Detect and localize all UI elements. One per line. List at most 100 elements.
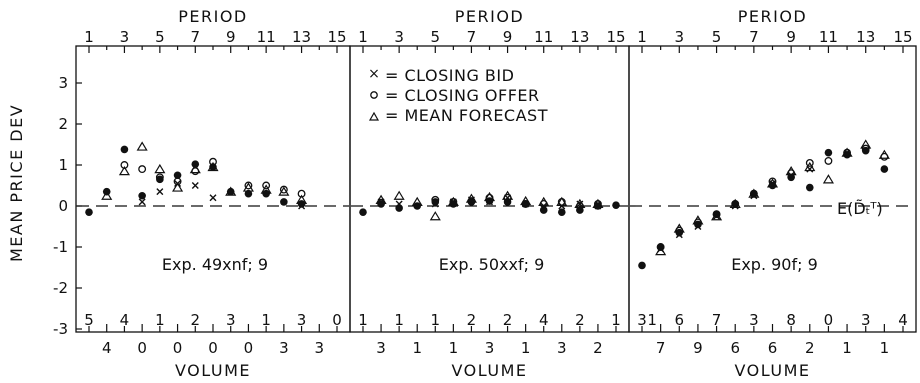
panel3-mean-forecast-point bbox=[711, 211, 723, 221]
panel3-period-tick-label: 7 bbox=[749, 28, 759, 46]
panel1-volume-outer-label: 0 bbox=[137, 339, 147, 357]
panel3-closing-offer-point bbox=[712, 210, 721, 219]
panel2-period-tick-label: 7 bbox=[467, 28, 477, 46]
panel2-volume-inner-label: 2 bbox=[503, 311, 513, 329]
panel3-period-tick-label: 11 bbox=[819, 28, 838, 46]
panel1-mean-forecast-point bbox=[154, 163, 166, 174]
panel3-mean-forecast-point bbox=[655, 245, 667, 256]
panel2-period-tick-label: 1 bbox=[358, 28, 368, 46]
panel1-closing-bid-point bbox=[191, 182, 199, 189]
panel2-closing-bid-point bbox=[395, 200, 403, 208]
panel3-price-dot bbox=[861, 146, 870, 155]
panel3-closing-offer-point bbox=[768, 177, 777, 186]
panel1-volume-inner-label: 4 bbox=[120, 311, 130, 329]
panel2-mean-forecast-point bbox=[411, 196, 423, 206]
panel2-closing-offer-point bbox=[521, 199, 530, 208]
panel1-y-tick-label: -3 bbox=[53, 320, 68, 338]
panel3-volume-outer-label: 9 bbox=[693, 339, 703, 357]
panel1-mean-forecast-point bbox=[225, 186, 237, 196]
panel3-price-dot bbox=[805, 183, 814, 192]
panel3-closing-bid-point bbox=[713, 212, 721, 220]
panel3-closing-offer-point bbox=[805, 158, 814, 167]
panel2-experiment-title: Exp. 50xxf; 9 bbox=[439, 255, 545, 274]
panel3-mean-forecast-point bbox=[822, 174, 834, 184]
panel2-volume-inner-label: 1 bbox=[611, 311, 621, 329]
panel1-volume-axis-label: VOLUME bbox=[175, 361, 251, 380]
panel3-volume-outer-label: 2 bbox=[805, 339, 815, 357]
panel1-volume-outer-label: 3 bbox=[279, 339, 289, 357]
panel2-price-dot bbox=[612, 201, 620, 209]
panel1-period-tick-label: 7 bbox=[191, 28, 201, 46]
y-axis-label: MEAN PRICE DEV bbox=[7, 104, 26, 262]
panel1-mean-forecast-point bbox=[296, 194, 308, 204]
panel1-volume-outer-label: 0 bbox=[173, 339, 183, 357]
panel3-price-dot bbox=[880, 165, 889, 173]
panel1-closing-offer-point bbox=[244, 181, 253, 190]
panel2-period-tick-label: 5 bbox=[431, 28, 441, 46]
panel1-volume-inner-label: 0 bbox=[332, 311, 342, 329]
panel3-mean-forecast-point bbox=[804, 161, 816, 172]
panel2-volume-outer-label: 2 bbox=[593, 339, 603, 357]
panel1-y-tick-label: 3 bbox=[58, 74, 68, 92]
panel1-period-tick-label: 5 bbox=[155, 28, 165, 46]
panel3-mean-forecast-point bbox=[785, 165, 797, 176]
panel1-period-tick-label: 3 bbox=[120, 28, 130, 46]
panel2-mean-forecast-point bbox=[447, 196, 459, 206]
panel3-mean-forecast-point bbox=[878, 149, 890, 159]
panel2-closing-offer-point bbox=[377, 198, 386, 207]
panel1-mean-forecast-point bbox=[278, 186, 290, 196]
panel2-mean-forecast-point bbox=[502, 190, 514, 200]
legend: × = CLOSING BID = CLOSING OFFER = MEAN F… bbox=[368, 66, 547, 125]
panel1-mean-forecast-point bbox=[260, 184, 272, 194]
panel3-period-tick-label: 9 bbox=[786, 28, 796, 46]
panel3-volume-outer-label: 1 bbox=[880, 339, 890, 357]
panel1-volume-inner-label: 5 bbox=[84, 311, 94, 329]
panel3-closing-offer-point bbox=[824, 156, 833, 165]
panel3-period-tick-label: 3 bbox=[675, 28, 685, 46]
panel2-price-dot bbox=[431, 198, 440, 206]
panel1-period-tick-label: 15 bbox=[327, 28, 346, 46]
panel2-volume-inner-label: 1 bbox=[358, 311, 368, 329]
panel1-price-dot bbox=[280, 198, 288, 206]
panel2-period-tick-label: 15 bbox=[606, 28, 625, 46]
panel2-mean-forecast-point bbox=[538, 196, 550, 206]
panel2-volume-outer-label: 3 bbox=[557, 339, 567, 357]
panel2-volume-inner-label: 2 bbox=[575, 311, 585, 329]
panel1-period-label: PERIOD bbox=[178, 7, 248, 26]
panel1-closing-bid-point bbox=[298, 202, 306, 210]
panel1-price-dot bbox=[85, 208, 93, 216]
panel2-mean-forecast-point bbox=[592, 198, 604, 209]
panel3-volume-inner-label: 6 bbox=[675, 311, 685, 329]
panel1-volume-outer-label: 0 bbox=[244, 339, 254, 357]
panel2-period-tick-label: 9 bbox=[503, 28, 513, 46]
panel3-volume-inner-label: 7 bbox=[712, 311, 722, 329]
panel2-volume-inner-label: 2 bbox=[467, 311, 477, 329]
panel1-volume-inner-label: 1 bbox=[261, 311, 271, 329]
panel3-mean-forecast-point bbox=[692, 215, 704, 225]
panel1-y-tick-label: 2 bbox=[58, 115, 68, 133]
panel1-mean-forecast-point bbox=[207, 161, 219, 172]
panel1-price-dot bbox=[244, 189, 253, 198]
panel1-volume-outer-label: 0 bbox=[208, 339, 218, 357]
panel1-volume-outer-label: 4 bbox=[102, 339, 112, 357]
panel3-mean-forecast-point bbox=[860, 139, 872, 149]
panel2-price-dot bbox=[395, 204, 403, 212]
panel1-price-dot bbox=[173, 171, 182, 180]
panel2-price-dot bbox=[557, 208, 566, 216]
panel1-mean-forecast-point bbox=[242, 182, 254, 192]
legend-closing-bid-label: = CLOSING BID bbox=[385, 66, 514, 85]
panel2-closing-bid-point bbox=[576, 200, 584, 208]
panel3-volume-inner-label: 3 bbox=[637, 311, 647, 329]
panel1-frame bbox=[75, 45, 351, 333]
panel1-period-tick-label: 9 bbox=[226, 28, 236, 46]
panel1-closing-offer-point bbox=[155, 173, 164, 182]
panel1-y-tick-label: -2 bbox=[53, 279, 68, 297]
panel2-period-label: PERIOD bbox=[455, 7, 525, 26]
panel1-experiment-title: Exp. 49xnf; 9 bbox=[162, 255, 268, 274]
panel2-volume-inner-label: 1 bbox=[394, 311, 404, 329]
panel1-y-tick-label: -1 bbox=[53, 238, 68, 256]
panel1-volume-inner-label: 3 bbox=[297, 311, 307, 329]
panel1-closing-offer-point bbox=[279, 185, 288, 194]
panel2-volume-outer-label: 3 bbox=[376, 339, 386, 357]
